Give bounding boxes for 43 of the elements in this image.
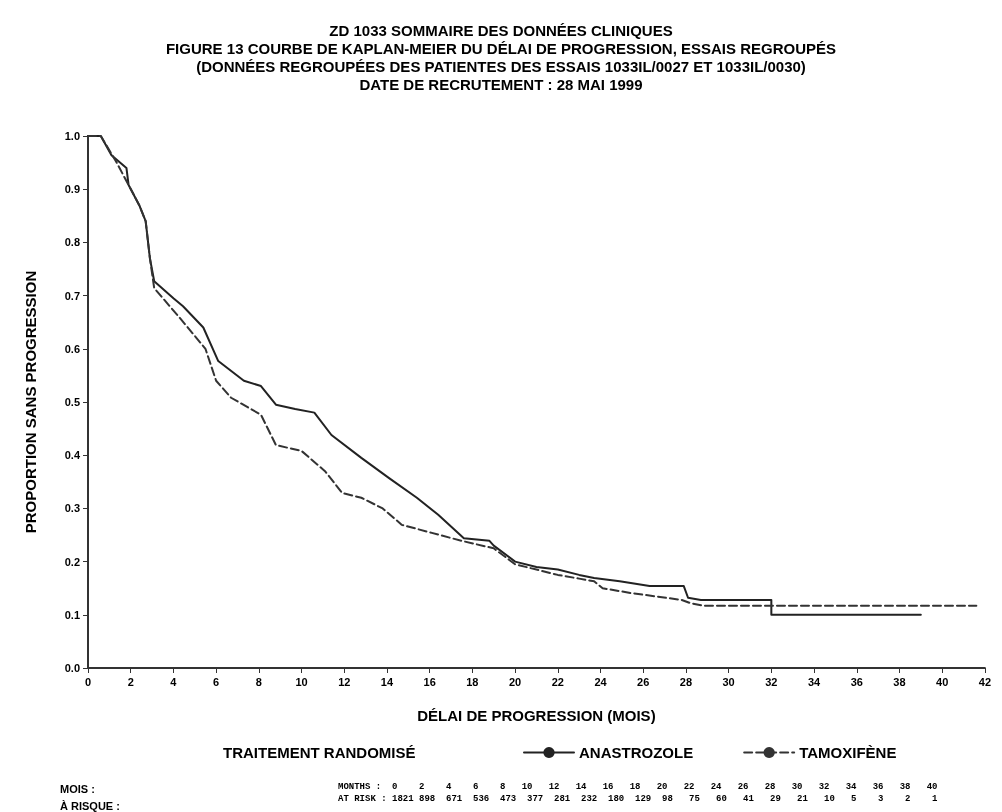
x-tick-label: 12	[338, 675, 351, 688]
y-axis-title: PROPORTION SANS PROGRESSION	[22, 270, 39, 534]
x-tick-label: 2	[127, 675, 134, 688]
y-tick-label: 0.6	[64, 342, 80, 355]
legend-label: ANASTROZOLE	[579, 744, 694, 761]
x-tick-label: 32	[765, 675, 778, 688]
y-tick-label: 0.1	[64, 608, 80, 621]
x-tick-label: 30	[722, 675, 735, 688]
legend-label: TAMOXIFÈNE	[799, 744, 897, 761]
x-tick-label: 28	[679, 675, 693, 688]
x-tick-label: 6	[213, 675, 220, 688]
text: AT RISK : 1821 898 671 536 473 377 281 232 180 129 98 75 60 41 29 21 10 5 3 2 1	[338, 793, 939, 804]
x-tick-label: 26	[637, 675, 650, 688]
x-tick-label: 8	[255, 675, 262, 688]
y-tick-label: 0.5	[64, 396, 80, 408]
y-tick-label: 0.7	[64, 289, 80, 302]
legend-title: TRAITEMENT RANDOMISÉ	[223, 744, 416, 761]
text: MOIS :	[60, 782, 95, 795]
y-tick-label: 0.3	[64, 502, 80, 515]
y-tick-label: 0.4	[64, 449, 81, 462]
y-tick-label: 0.0	[64, 662, 80, 674]
x-tick-label: 18	[466, 675, 479, 688]
y-tick-label: 0.2	[64, 555, 80, 568]
chart-title: ZD 1033 SOMMAIRE DES DONNÉES CLINIQUES FIGURE 13 COURBE DE KAPLAN-MEIER DU DÉLAI DE PROGRESSION, ESSAIS REGROUPÉS (DONNÉES REGROUPÉES DES PATIENTES DES ESSAIS 1033IL/0027 ET 1033IL/0030) DATE DE RECRUTEMENT : 28 MAI 1999	[165, 21, 837, 93]
x-tick-label: 14	[380, 675, 394, 688]
x-tick-label: 16	[423, 675, 436, 688]
x-tick-label: 36	[850, 675, 863, 688]
text: À RISQUE :	[60, 799, 120, 812]
x-tick-label: 34	[807, 675, 822, 688]
x-tick-label: 22	[551, 675, 564, 688]
x-tick-label: 40	[936, 675, 949, 688]
x-tick-label: 0	[84, 675, 92, 688]
y-tick-label: 0.9	[64, 183, 80, 196]
x-axis-title: DÉLAI DE PROGRESSION (MOIS)	[417, 707, 656, 724]
x-tick-label: 4	[170, 675, 178, 688]
text: MONTHS : 0 2 4 6 8 10 12 14 16 18 20 22 24 26 28 30 32 34 36 38 40	[338, 781, 938, 792]
x-tick-label: 20	[508, 675, 522, 688]
x-tick-label: 38	[893, 675, 906, 688]
x-tick-label: 42	[978, 675, 992, 688]
y-tick-label: 0.8	[64, 236, 80, 249]
y-tick-label: 1.0	[64, 130, 80, 142]
x-tick-label: 24	[594, 675, 608, 688]
x-tick-label: 10	[295, 675, 308, 688]
